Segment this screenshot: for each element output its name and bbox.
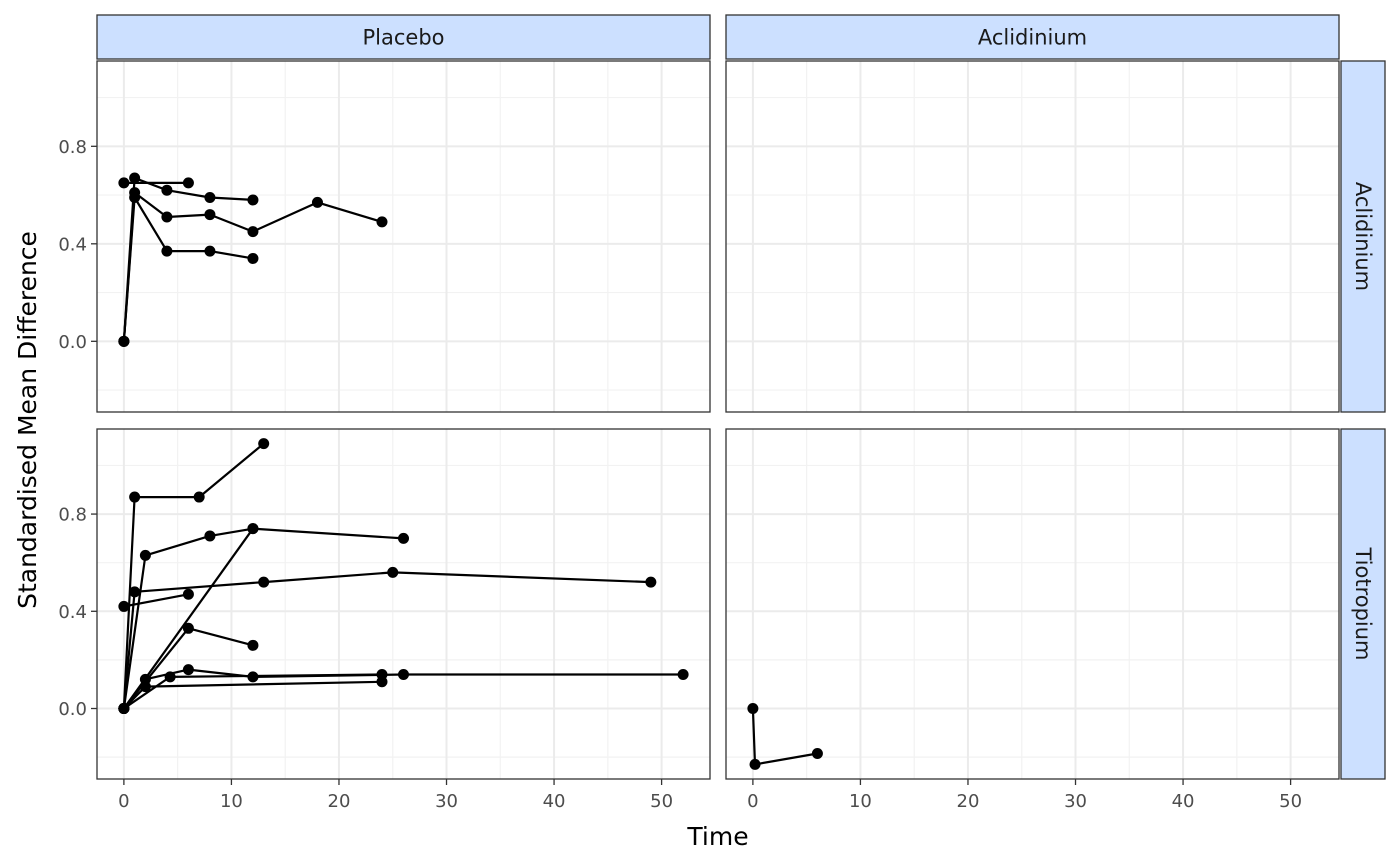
data-point — [139, 681, 151, 693]
x-tick-label: 30 — [1064, 791, 1087, 812]
series-line — [123, 593, 189, 608]
data-layer — [118, 172, 823, 770]
data-point — [258, 576, 270, 588]
y-tick-label: 0.0 — [58, 332, 87, 353]
data-point — [387, 566, 399, 578]
panel-border — [96, 60, 711, 413]
x-tick-label: 40 — [543, 791, 566, 812]
data-point — [204, 530, 216, 542]
x-tick-label: 10 — [849, 791, 872, 812]
facet-strip-right — [1340, 60, 1386, 413]
data-point — [164, 671, 176, 683]
data-point — [182, 664, 194, 676]
data-point — [139, 549, 151, 561]
x-tick-label: 50 — [650, 791, 673, 812]
y-axis-title: Standardised Mean Difference — [13, 231, 42, 609]
data-point — [398, 532, 409, 544]
data-point — [204, 209, 216, 221]
data-point — [204, 192, 216, 203]
panel-border — [96, 428, 711, 780]
x-tick-label: 40 — [1172, 791, 1195, 812]
axes-layer: 0.0 0.4 0.8 0.0 0.4 0.8 0 10 20 30 40 50 0 10 20 30 40 50 — [58, 137, 1302, 812]
facet-row-label: Aclidinium — [1351, 182, 1375, 291]
panel-background — [97, 429, 710, 779]
panel-border — [725, 428, 1340, 780]
x-axis-title: Time — [686, 822, 748, 851]
x-tick-label: 0 — [118, 791, 129, 812]
data-point — [376, 216, 388, 228]
y-tick-label: 0.4 — [58, 234, 87, 255]
facet-strip-top — [725, 14, 1340, 60]
data-point — [247, 671, 259, 683]
y-tick-label: 0.4 — [58, 602, 87, 623]
data-point — [118, 177, 130, 189]
data-point — [129, 187, 141, 199]
data-point — [247, 523, 259, 535]
data-point — [204, 245, 216, 257]
data-point — [677, 668, 689, 680]
data-point — [247, 194, 259, 206]
data-point — [749, 758, 761, 770]
data-point — [182, 622, 194, 634]
facet-column-label: Aclidinium — [978, 26, 1087, 50]
data-point — [118, 703, 130, 715]
data-point — [398, 668, 409, 680]
facet-strips-layer: Placebo Aclidinium Aclidinium Tiotropium — [96, 14, 1386, 780]
data-point — [811, 747, 823, 759]
data-point — [182, 588, 194, 600]
data-point — [161, 245, 173, 257]
panel-background — [726, 61, 1339, 412]
panel-background — [97, 61, 710, 412]
data-point — [118, 600, 130, 612]
data-point — [747, 703, 759, 715]
series-line — [122, 442, 265, 709]
data-point — [376, 676, 388, 688]
data-point — [118, 335, 130, 347]
data-point — [311, 196, 323, 208]
x-tick-label: 30 — [435, 791, 458, 812]
data-point — [247, 252, 259, 264]
facet-column-label: Placebo — [362, 26, 444, 50]
data-point — [129, 491, 141, 503]
facet-strip-top — [96, 14, 711, 60]
data-point — [129, 172, 141, 184]
data-point — [645, 576, 657, 588]
y-tick-label: 0.0 — [58, 699, 87, 720]
data-point — [258, 438, 270, 450]
x-tick-label: 0 — [747, 791, 758, 812]
data-point — [161, 211, 173, 223]
x-tick-label: 20 — [328, 791, 351, 812]
x-tick-label: 20 — [957, 791, 980, 812]
panel-border — [725, 60, 1340, 413]
grid-layer — [97, 61, 1339, 779]
data-point — [129, 586, 141, 598]
panel-frames-layer — [96, 60, 1340, 780]
x-tick-label: 10 — [220, 791, 243, 812]
x-tick-label: 50 — [1279, 791, 1302, 812]
y-tick-label: 0.8 — [58, 505, 87, 526]
data-point — [161, 184, 173, 196]
facet-strip-right — [1340, 428, 1386, 780]
facet-row-label: Tiotropium — [1351, 546, 1375, 660]
data-point — [247, 639, 259, 651]
data-point — [247, 226, 259, 238]
data-point — [182, 177, 194, 189]
y-tick-label: 0.8 — [58, 137, 87, 158]
data-point — [193, 491, 205, 503]
panel-background — [726, 429, 1339, 779]
